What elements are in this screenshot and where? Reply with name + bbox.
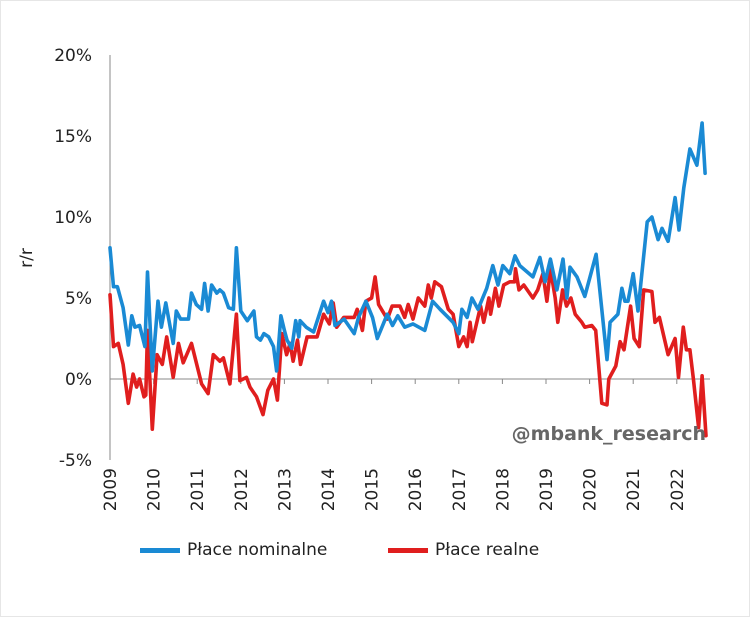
x-tick-label: 2018 bbox=[493, 468, 513, 511]
x-tick-label: 2014 bbox=[319, 468, 339, 511]
legend-label-nominal: Płace nominalne bbox=[187, 540, 328, 560]
x-tick-label: 2021 bbox=[624, 468, 644, 511]
x-tick-label: 2017 bbox=[450, 468, 470, 511]
y-tick-label: 0% bbox=[65, 370, 92, 390]
legend-label-real: Płace realne bbox=[435, 540, 540, 560]
y-tick-label: 10% bbox=[54, 208, 92, 228]
x-tick-label: 2016 bbox=[406, 468, 426, 511]
legend-item-real: Płace realne bbox=[388, 540, 539, 560]
series-lines bbox=[108, 121, 708, 438]
x-tick-label: 2015 bbox=[363, 468, 383, 511]
x-tick-label: 2019 bbox=[537, 468, 557, 511]
y-tick-label: 20% bbox=[54, 46, 92, 66]
x-tick-label: 2013 bbox=[275, 468, 295, 511]
watermark: @mbank_research bbox=[512, 423, 706, 445]
axes: -5% 0% 5% 10% 15% 20% 2009 2010 2011 2012 2013 2014… bbox=[54, 46, 710, 511]
legend-swatch-real bbox=[388, 547, 428, 553]
legend-item-nominal: Płace nominalne bbox=[140, 540, 327, 560]
series-line-nominal bbox=[108, 121, 707, 373]
series-line-real bbox=[108, 266, 708, 438]
x-tick-label: 2012 bbox=[232, 468, 252, 511]
y-tick-label: -5% bbox=[59, 451, 92, 471]
x-tick-label: 2011 bbox=[188, 468, 208, 511]
x-tick-label: 2020 bbox=[581, 468, 601, 511]
y-axis-label: r/r bbox=[17, 248, 37, 268]
x-tick-label: 2010 bbox=[145, 468, 165, 511]
legend-swatch-nominal bbox=[140, 547, 180, 553]
y-tick-label: 5% bbox=[65, 289, 92, 309]
x-tick-label: 2009 bbox=[101, 468, 121, 511]
y-tick-label: 15% bbox=[54, 127, 92, 147]
x-tick-label: 2022 bbox=[668, 468, 688, 511]
